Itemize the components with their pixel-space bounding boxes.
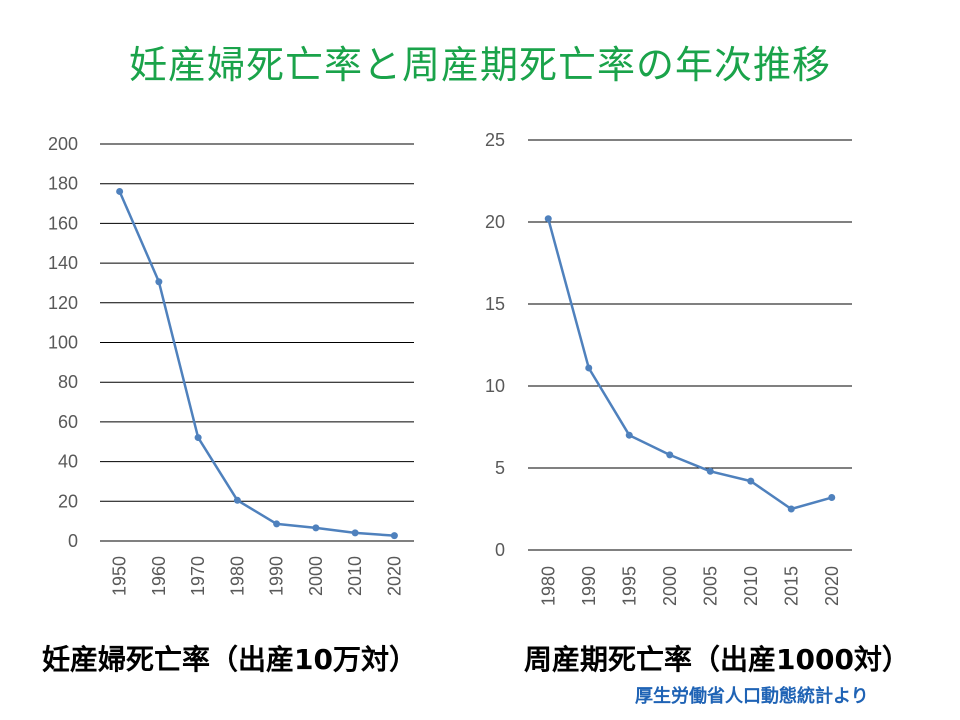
x-tick-label: 2000 xyxy=(306,556,326,596)
y-tick-label: 100 xyxy=(48,333,78,353)
y-tick-label: 40 xyxy=(58,452,78,472)
y-tick-label: 0 xyxy=(495,540,505,560)
data-point xyxy=(625,431,633,439)
y-tick-label: 160 xyxy=(48,213,78,233)
y-tick-label: 80 xyxy=(58,372,78,392)
data-point xyxy=(233,496,241,504)
x-tick-label: 2010 xyxy=(741,566,761,606)
perinatal-mortality-caption: 周産期死亡率（出産1000対） xyxy=(524,643,910,676)
x-tick-label: 1950 xyxy=(110,556,130,596)
x-tick-label: 1980 xyxy=(538,566,558,606)
x-tick-label: 1970 xyxy=(188,556,208,596)
x-tick-label: 2015 xyxy=(781,566,801,606)
y-tick-label: 15 xyxy=(485,294,505,314)
data-point xyxy=(194,434,202,442)
y-tick-label: 0 xyxy=(68,531,78,551)
maternal-mortality-caption: 妊産婦死亡率（出産10万対） xyxy=(42,643,417,676)
y-tick-label: 200 xyxy=(48,134,78,154)
x-tick-label: 1990 xyxy=(579,566,599,606)
x-tick-label: 1980 xyxy=(227,556,247,596)
maternal-mortality-chart: 0 20 40 60 80 100 120 140 160 180 200 1950 1960 1970 1… xyxy=(48,134,414,596)
y-tick-label: 180 xyxy=(48,174,78,194)
series-line xyxy=(547,218,833,511)
x-tick-label: 2000 xyxy=(660,566,680,606)
y-tick-label: 5 xyxy=(495,458,505,478)
x-tick-label: 1990 xyxy=(267,556,287,596)
data-point xyxy=(544,215,552,223)
data-point xyxy=(351,529,359,537)
x-tick-label: 1995 xyxy=(619,566,639,606)
y-tick-label: 60 xyxy=(58,412,78,432)
x-tick-label: 1960 xyxy=(149,556,169,596)
y-tick-label: 20 xyxy=(58,491,78,511)
y-tick-label: 20 xyxy=(485,212,505,232)
x-tick-label: 2010 xyxy=(345,556,365,596)
data-point xyxy=(828,494,836,502)
data-point xyxy=(312,524,320,532)
data-point xyxy=(585,364,593,372)
data-point xyxy=(747,477,755,485)
data-point xyxy=(155,278,163,286)
data-point xyxy=(116,187,124,195)
x-tick-label: 2020 xyxy=(384,556,404,596)
data-point xyxy=(273,520,281,528)
source-note: 厚生労働省人口動態統計より xyxy=(635,686,869,707)
y-tick-label: 10 xyxy=(485,376,505,396)
data-point xyxy=(666,451,674,459)
y-tick-label: 120 xyxy=(48,293,78,313)
y-tick-label: 140 xyxy=(48,253,78,273)
x-tick-label: 2020 xyxy=(822,566,842,606)
page-title: 妊産婦死亡率と周産期死亡率の年次推移 xyxy=(128,43,831,87)
series-line xyxy=(118,190,395,537)
perinatal-mortality-chart: 0 5 10 15 20 25 1980 1990 1995 2000 2005 2010 2015 20… xyxy=(485,130,852,606)
y-tick-label: 25 xyxy=(485,130,505,150)
data-point xyxy=(706,467,714,475)
data-point xyxy=(390,532,398,540)
data-point xyxy=(787,505,795,513)
x-tick-label: 2005 xyxy=(700,566,720,606)
